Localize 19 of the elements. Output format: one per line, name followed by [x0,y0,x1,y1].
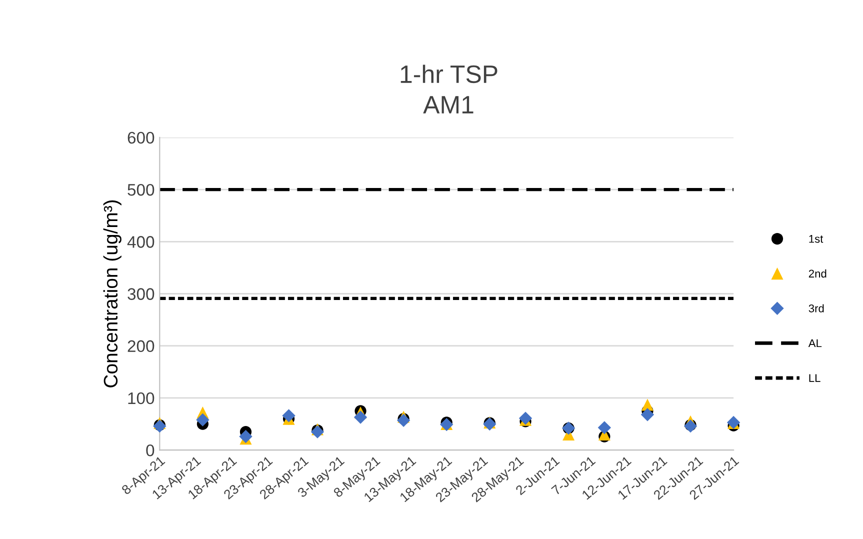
point [598,421,612,434]
y-tick-label: 100 [128,392,154,404]
legend-label: 1st [809,235,824,243]
y-tick-label: 200 [128,340,154,352]
y-tick-label: 600 [128,132,154,144]
point [354,410,368,424]
y-tick-label: 400 [127,236,154,248]
point [196,413,210,426]
chart-title: 1-hr TSP AM1 [400,64,498,114]
legend-label: AL [808,339,822,348]
y-tick-label: 500 [128,184,154,196]
point [282,409,296,422]
y-axis-title: Concentration (ug/m³) [103,200,122,388]
legend-label: 2nd [808,269,826,278]
y-tick-label: 300 [128,288,154,300]
point [239,430,252,444]
y-tick-label: 0 [146,444,154,456]
legend-label: LL [809,374,820,382]
legend-label: 3rd [808,304,824,312]
